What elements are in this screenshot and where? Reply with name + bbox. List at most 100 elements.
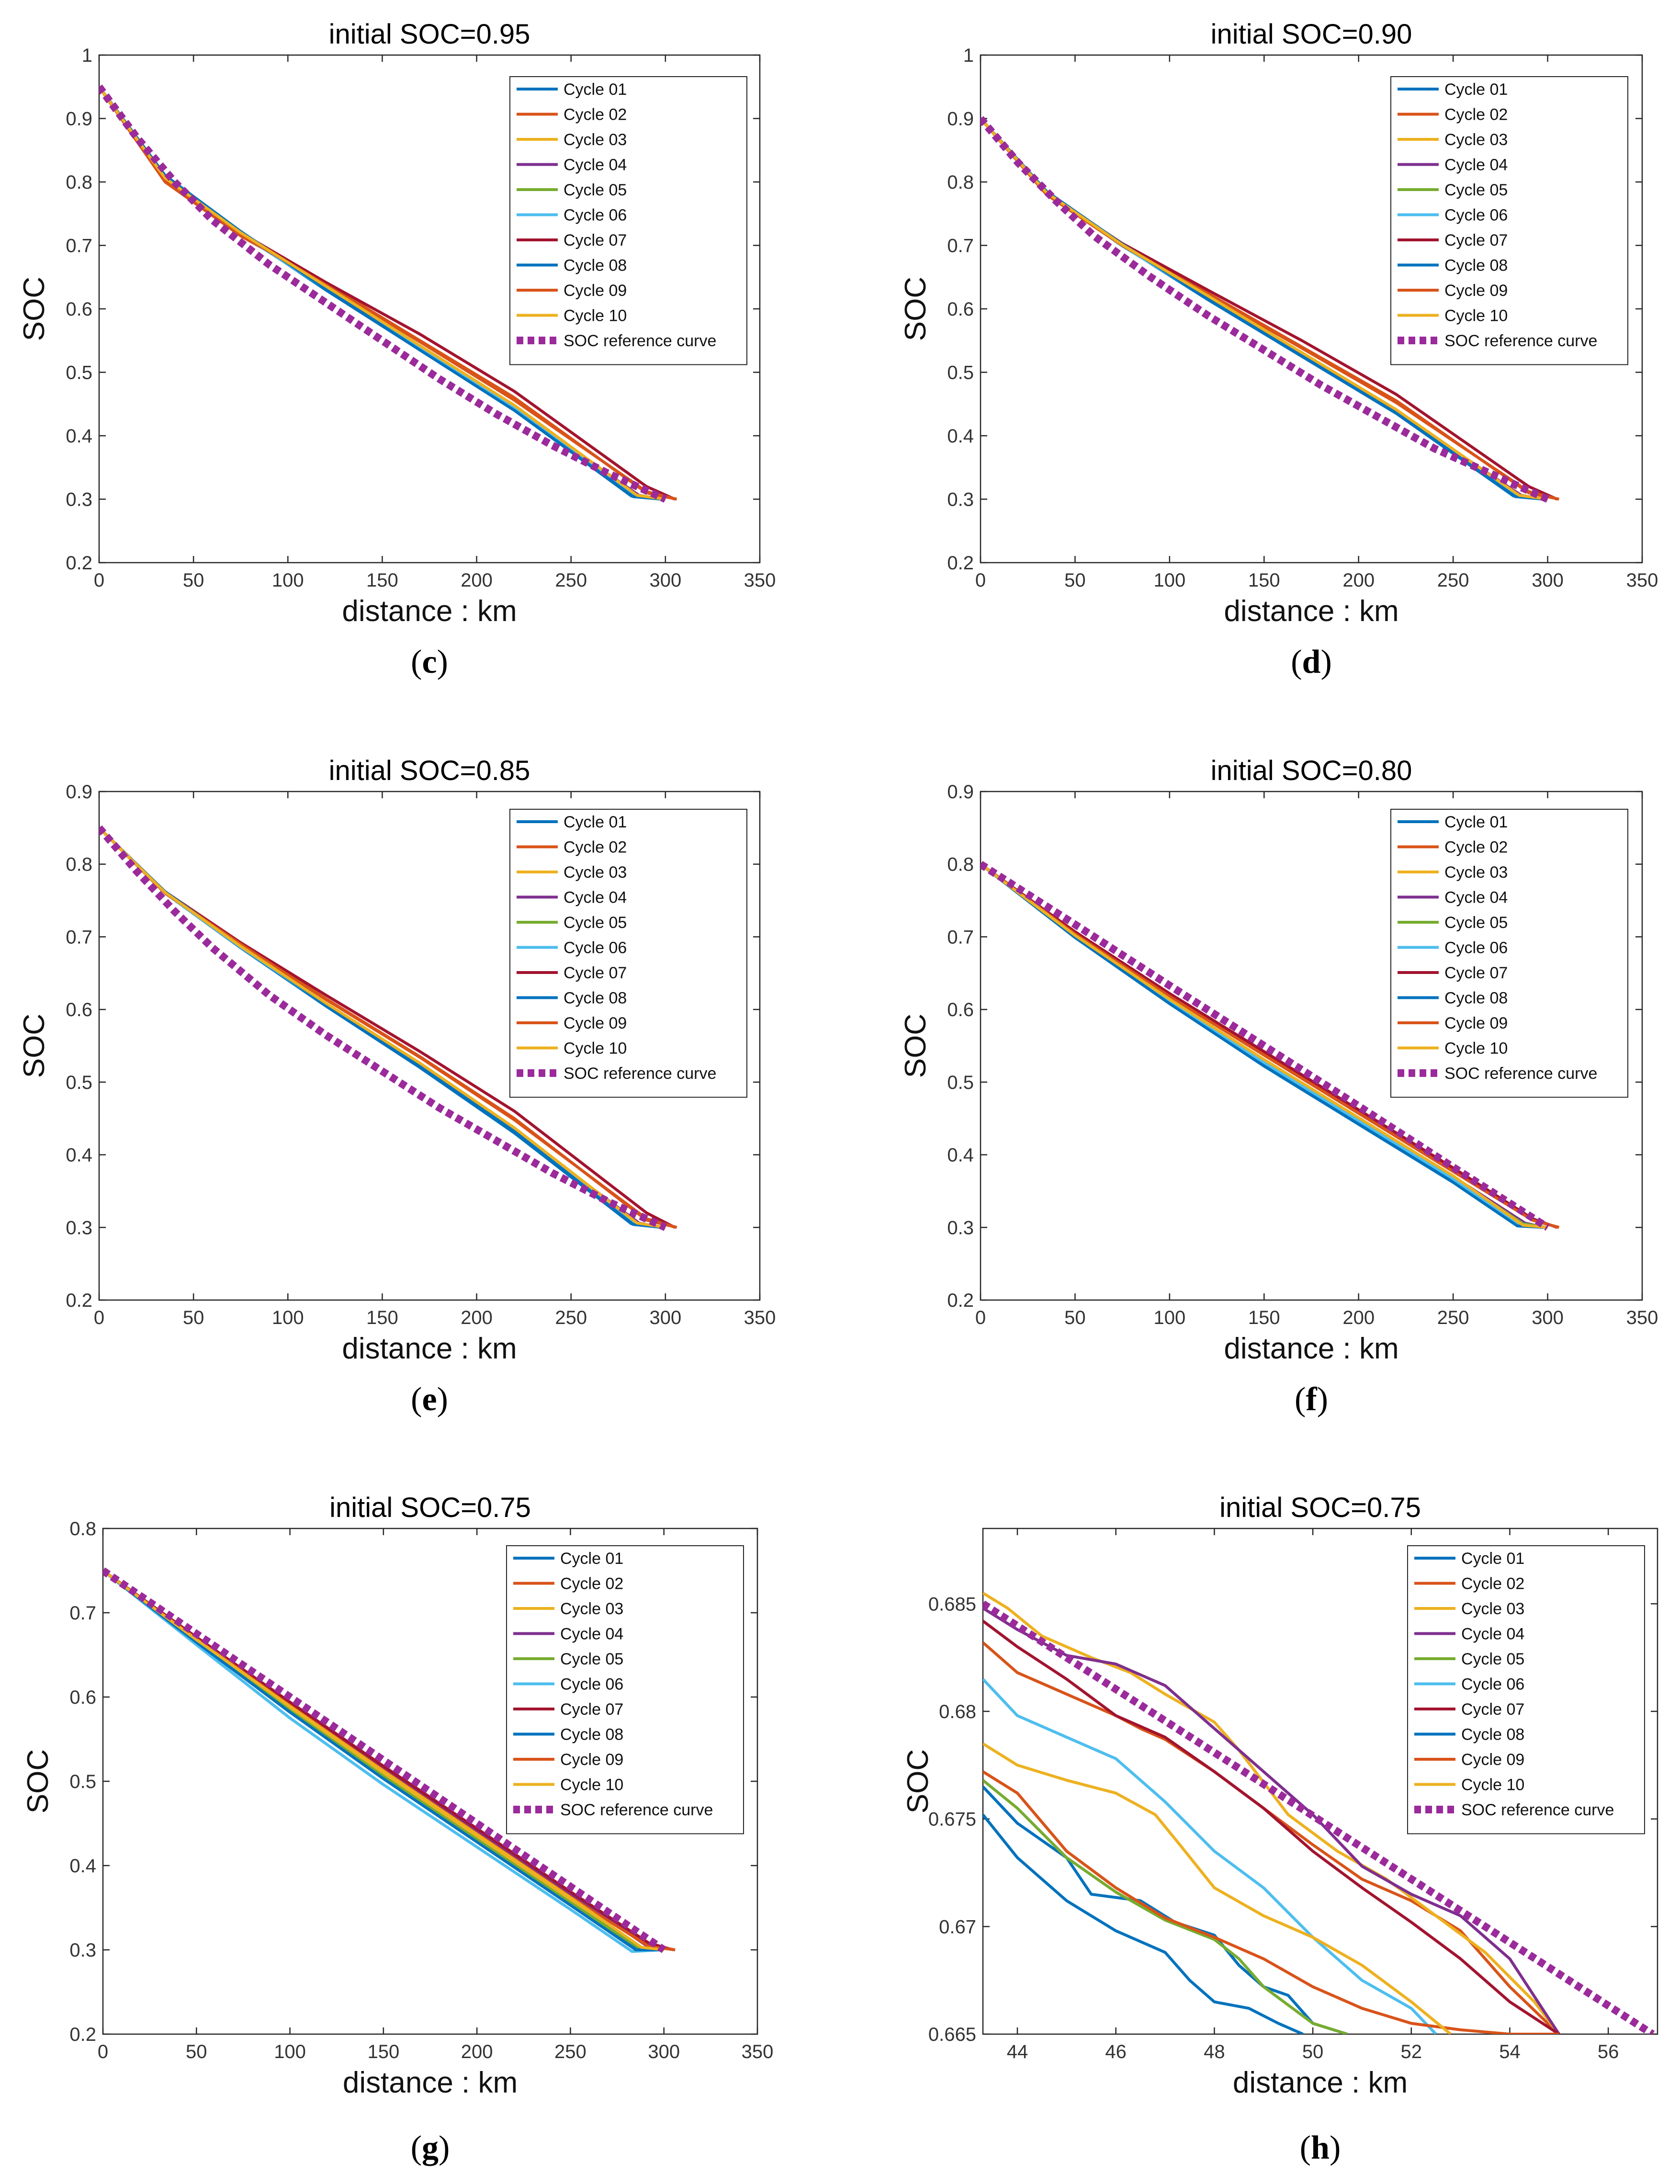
y-axis-label: SOC	[899, 277, 932, 341]
y-tick-label: 0.3	[66, 489, 92, 510]
series-line-soc-reference-curve	[99, 825, 667, 1231]
legend-entry: Cycle 01	[564, 80, 627, 99]
x-axis-label: distance : km	[342, 1332, 517, 1365]
legend-entry: Cycle 03	[1461, 1600, 1524, 1618]
legend-entry: Cycle 05	[1461, 1650, 1524, 1668]
legend-entry: Cycle 02	[560, 1575, 623, 1593]
legend-entry: SOC reference curve	[1444, 1064, 1597, 1083]
legend: Cycle 01 Cycle 02 Cycle 03 Cycle 04 Cycle 05…	[506, 1545, 744, 1834]
y-tick-label: 0.6	[69, 1687, 96, 1708]
x-tick-label: 200	[461, 570, 493, 591]
panel-caption: (g)	[411, 2129, 450, 2166]
legend-entry: SOC reference curve	[560, 1801, 713, 1819]
x-tick-label: 0	[94, 570, 104, 591]
legend-entry: Cycle 07	[564, 964, 627, 982]
legend-entry: Cycle 01	[1461, 1550, 1524, 1568]
legend-entry: Cycle 04	[564, 156, 627, 174]
legend-entry: Cycle 07	[1444, 231, 1508, 249]
legend: Cycle 01 Cycle 02 Cycle 03 Cycle 04 Cycle 05…	[509, 809, 747, 1098]
legend-entry: Cycle 10	[564, 1040, 627, 1058]
x-tick-label: 50	[186, 2041, 207, 2062]
y-tick-label: 0.665	[928, 2024, 976, 2045]
legend-entry: Cycle 05	[1444, 181, 1508, 199]
y-tick-label: 0.5	[66, 362, 92, 384]
y-axis-label: SOC	[18, 1014, 51, 1078]
chart-title: initial SOC=0.95	[329, 19, 530, 50]
y-tick-label: 0.2	[66, 1290, 92, 1311]
y-tick-label: 0.5	[69, 1771, 96, 1792]
x-tick-label: 44	[1007, 2041, 1028, 2062]
series-group	[103, 1567, 676, 1953]
legend-entry: Cycle 01	[1444, 80, 1508, 99]
y-tick-label: 0.8	[947, 172, 974, 193]
legend-entry: Cycle 07	[564, 231, 627, 249]
x-tick-label: 200	[1342, 1307, 1375, 1328]
series-line-cycle-05	[983, 1779, 1348, 2034]
legend-entry: Cycle 01	[564, 813, 627, 831]
legend-entry: Cycle 03	[564, 863, 627, 882]
series-line-cycle-10	[103, 1569, 665, 1951]
x-tick-label: 150	[367, 2041, 399, 2062]
series-line-cycle-06	[103, 1569, 662, 1953]
series-line-cycle-06	[983, 1678, 1437, 2034]
legend-entry: Cycle 07	[1461, 1700, 1524, 1719]
legend-box	[1390, 76, 1628, 365]
y-axis-label: SOC	[18, 277, 51, 341]
chart-title: initial SOC=0.75	[329, 1492, 531, 1523]
legend-entry: Cycle 01	[560, 1550, 623, 1568]
x-axis-label: distance : km	[343, 2066, 518, 2099]
legend-entry: Cycle 09	[564, 282, 627, 300]
y-tick-label: 0.9	[66, 109, 92, 130]
series-group	[99, 84, 677, 503]
legend-entry: Cycle 06	[560, 1675, 623, 1694]
y-tick-label: 0.9	[66, 781, 92, 803]
y-tick-label: 0.8	[947, 854, 974, 875]
x-tick-label: 0	[98, 2041, 108, 2062]
panel-caption: (f)	[1295, 1381, 1328, 1418]
x-tick-label: 100	[272, 1307, 304, 1328]
chart-title: initial SOC=0.90	[1211, 19, 1412, 50]
series-line-cycle-10	[99, 826, 666, 1229]
x-tick-label: 0	[975, 570, 986, 591]
legend-entry: Cycle 02	[1444, 838, 1508, 857]
legend-entry: Cycle 09	[1444, 1014, 1508, 1032]
x-tick-label: 250	[1437, 570, 1469, 591]
legend-entry: Cycle 05	[564, 181, 627, 199]
legend-entry: Cycle 04	[1444, 889, 1508, 907]
legend-entry: Cycle 02	[564, 106, 627, 124]
series-line-cycle-09	[983, 1770, 1559, 2034]
y-tick-label: 0.8	[66, 172, 92, 193]
y-tick-label: 0.7	[947, 927, 974, 948]
legend-entry: Cycle 08	[1444, 989, 1508, 1007]
legend-entry: SOC reference curve	[564, 332, 716, 350]
x-tick-label: 200	[1342, 570, 1375, 591]
series-line-soc-reference-curve	[981, 860, 1550, 1231]
panel-caption: (h)	[1300, 2129, 1341, 2166]
y-axis-label: SOC	[899, 1014, 932, 1078]
x-tick-label: 250	[554, 2041, 586, 2062]
y-axis-label: SOC	[902, 1749, 935, 1813]
legend: Cycle 01 Cycle 02 Cycle 03 Cycle 04 Cycle 05…	[1390, 809, 1628, 1098]
series-line-cycle-09	[99, 86, 677, 501]
legend-entry: Cycle 03	[1444, 131, 1508, 149]
y-tick-label: 0.3	[947, 489, 974, 510]
series-line-soc-reference-curve	[981, 116, 1549, 503]
series-line-cycle-08	[983, 1813, 1304, 2034]
x-tick-label: 300	[1532, 1307, 1564, 1328]
chart-title: initial SOC=0.75	[1219, 1492, 1421, 1523]
x-tick-label: 100	[274, 2041, 306, 2062]
y-tick-label: 0.5	[66, 1072, 92, 1093]
series-group	[981, 860, 1560, 1231]
x-tick-label: 46	[1105, 2041, 1127, 2062]
x-tick-label: 150	[1248, 570, 1280, 591]
x-tick-label: 100	[1153, 1307, 1185, 1328]
legend-entry: Cycle 08	[1444, 257, 1508, 275]
y-tick-label: 0.9	[947, 109, 974, 130]
y-tick-label: 0.6	[947, 999, 974, 1020]
chart-panel-h: 44 46 48 50 52 54 56 0.665 0.67 0.675 0.68 0.685 ini…	[902, 1492, 1658, 2166]
y-tick-label: 0.7	[69, 1603, 96, 1624]
legend-entry: SOC reference curve	[564, 1064, 716, 1083]
y-tick-label: 0.68	[939, 1701, 976, 1722]
x-tick-label: 0	[975, 1307, 986, 1328]
